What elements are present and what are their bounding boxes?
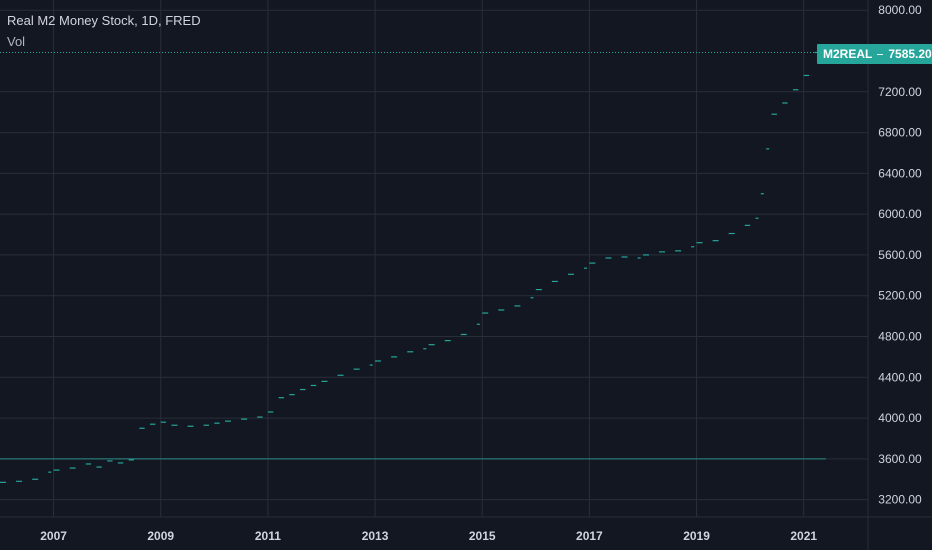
time-tick-label: 2013 (362, 529, 389, 543)
last-price-symbol: M2REAL (823, 47, 873, 61)
time-tick-label: 2017 (576, 529, 603, 543)
price-tick-label: 8000.00 (878, 3, 922, 17)
price-tick-label: 4800.00 (878, 330, 922, 344)
price-tick-label: 3200.00 (878, 493, 922, 507)
time-tick-label: 2009 (147, 529, 174, 543)
price-tick-label: 6800.00 (878, 126, 922, 140)
time-tick-label: 2021 (790, 529, 817, 543)
last-price-tag: M2REAL 7585.20 (817, 44, 932, 64)
price-tick-label: 5200.00 (878, 289, 922, 303)
time-tick-label: 2019 (683, 529, 710, 543)
price-tick-label: 5600.00 (878, 248, 922, 262)
price-tick-label: 4400.00 (878, 370, 922, 384)
time-tick-label: 2011 (255, 529, 281, 543)
time-tick-label: 2007 (40, 529, 67, 543)
price-axis[interactable]: 3200.00 3600.00 4000.00 4400.00 4800.00 5200.… (878, 3, 922, 506)
price-tick-label: 3600.00 (878, 452, 922, 466)
legend-title[interactable]: Real M2 Money Stock, 1D, FRED (7, 13, 201, 28)
time-axis[interactable]: 2007 2009 2011 2013 2015 2017 2019 2021 (40, 529, 817, 543)
price-tick-label: 7200.00 (878, 85, 922, 99)
price-tick-label: 4000.00 (878, 411, 922, 425)
price-tick-label: 6400.00 (878, 166, 922, 180)
chart-legend[interactable]: Real M2 Money Stock, 1D, FRED Vol (7, 10, 201, 52)
series-marks (0, 51, 818, 483)
time-tick-label: 2015 (469, 529, 496, 543)
tag-separator (877, 54, 884, 56)
legend-volume[interactable]: Vol (7, 34, 26, 49)
price-tick-label: 6000.00 (878, 207, 922, 221)
last-price-value: 7585.20 (888, 47, 932, 61)
